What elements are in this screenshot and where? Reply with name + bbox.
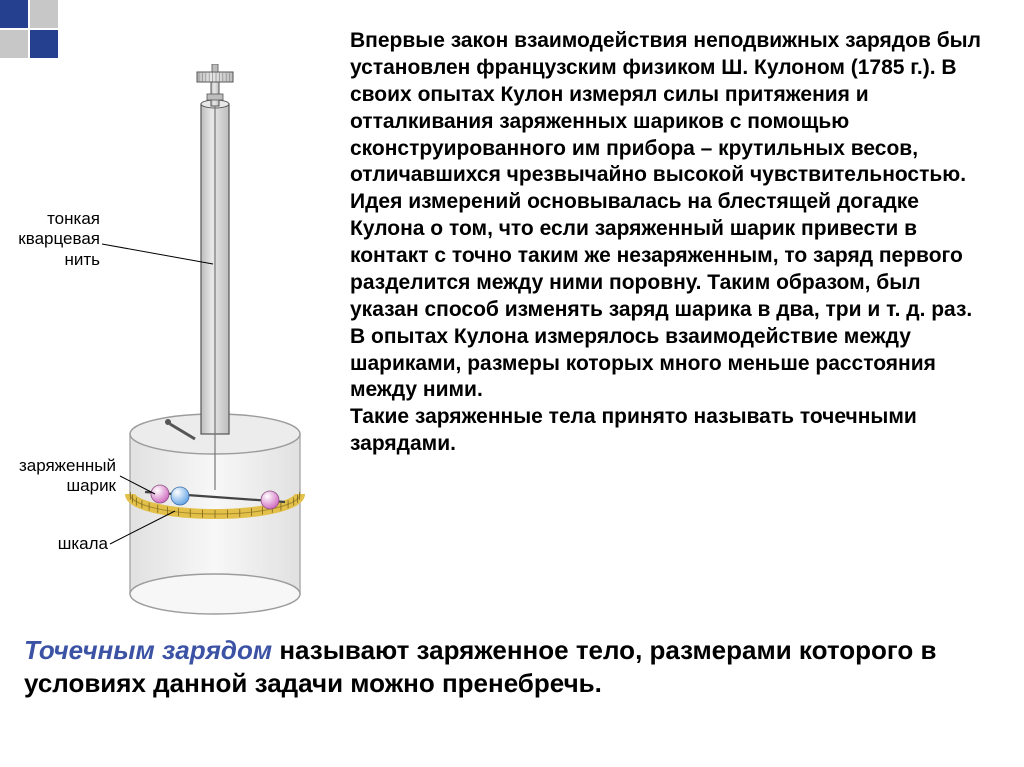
label-scale: шкала: [38, 534, 108, 554]
label-thread: тонкаякварцеваянить: [10, 209, 100, 270]
corner-decoration: [0, 0, 120, 60]
label-ball: заряженныйшарик: [8, 456, 116, 497]
body-text: Впервые закон взаимодействия неподвижных…: [350, 28, 990, 458]
definition-text: Точечным зарядом называют заряженное тел…: [24, 634, 994, 699]
torsion-balance-diagram: тонкаякварцеваянить заряженныйшарик шкал…: [10, 64, 340, 624]
